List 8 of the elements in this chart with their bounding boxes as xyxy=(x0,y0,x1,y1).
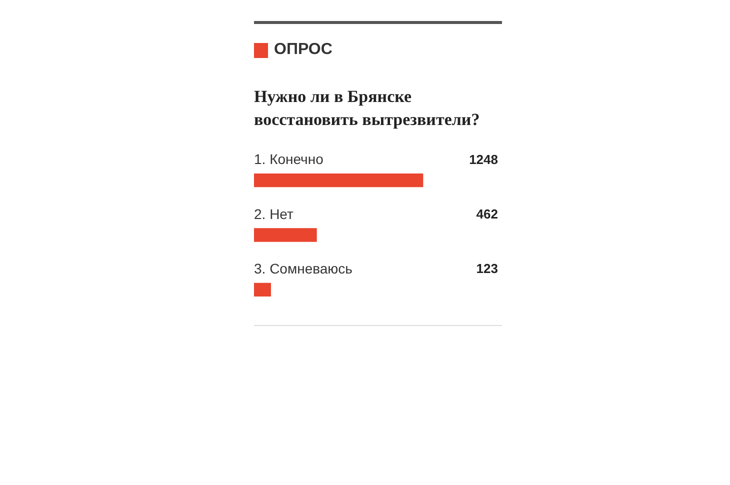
data-label: 123 xyxy=(476,261,498,276)
y-tick-label: 1. Конечно xyxy=(254,151,324,168)
data-label: 462 xyxy=(476,206,498,222)
chart-title: ОПРОС xyxy=(274,40,332,60)
chart-subtitle: Нужно ли в Брянске восстановить вытрезвители? xyxy=(254,86,481,131)
y-tick-label: 2. Нет xyxy=(254,206,294,222)
y-tick-label: 3. Сомневаюсь xyxy=(254,260,352,277)
data-label: 1248 xyxy=(469,152,498,167)
